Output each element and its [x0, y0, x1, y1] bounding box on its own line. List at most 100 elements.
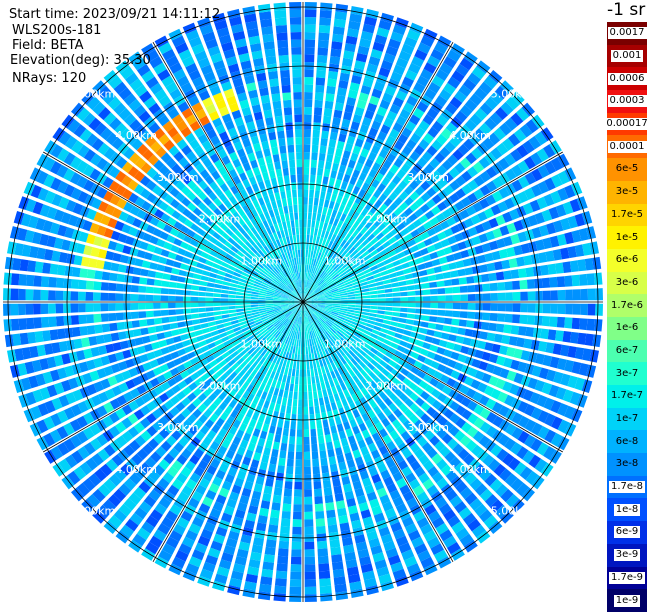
range-gate [463, 337, 472, 345]
colorbar-tick-label: 1e-8 [614, 504, 641, 516]
range-gate [341, 197, 348, 206]
range-gate [185, 320, 193, 326]
range-gate [221, 310, 229, 314]
range-gate [285, 474, 293, 482]
range-gate [320, 191, 326, 199]
range-gate [382, 324, 390, 330]
range-gate [330, 170, 337, 179]
range-gate [313, 205, 318, 213]
range-gate [202, 270, 210, 276]
range-gate [401, 335, 410, 342]
range-gate [333, 186, 340, 195]
range-ring-label: 3.00km [407, 421, 449, 434]
range-gate [389, 326, 397, 332]
range-gate [348, 302, 356, 304]
range-gate [274, 108, 283, 116]
range-gate [335, 4, 348, 13]
range-gate [334, 393, 340, 402]
range-gate [334, 202, 340, 211]
range-gate [214, 315, 222, 320]
range-gate [42, 263, 51, 274]
range-gate [216, 275, 224, 281]
range-gate [260, 19, 272, 28]
range-gate [288, 205, 293, 213]
range-gate [41, 276, 49, 287]
range-gate [341, 302, 349, 304]
range-gate [262, 562, 274, 571]
range-gate [391, 317, 399, 322]
range-gate [108, 313, 116, 321]
range-gate [258, 298, 266, 300]
range-gate [383, 320, 391, 325]
range-gate [397, 323, 405, 329]
range-gate [315, 85, 324, 93]
range-gate [288, 451, 295, 459]
range-gate [312, 451, 319, 459]
range-gate [292, 228, 296, 236]
range-gate [519, 315, 527, 325]
range-gate [273, 101, 282, 110]
range-gate [430, 310, 438, 316]
range-gate [287, 137, 294, 145]
range-gate [426, 268, 435, 275]
range-gate [266, 393, 272, 402]
range-ring-label: 1.00km [240, 338, 282, 351]
range-gate [266, 300, 274, 302]
range-gate [488, 273, 496, 282]
range-gate [338, 80, 348, 89]
range-gate [453, 295, 461, 301]
range-gate [370, 302, 378, 305]
range-gate [236, 295, 244, 298]
range-gate [332, 478, 341, 487]
range-gate [279, 146, 286, 154]
range-gate [579, 274, 587, 286]
colorbar-tick-label: 0.0006 [608, 73, 647, 85]
range-gate [332, 562, 344, 571]
range-gate [5, 257, 14, 270]
range-gate [271, 93, 280, 102]
range-gate [312, 384, 316, 392]
range-gate [203, 265, 212, 271]
range-gate [305, 332, 307, 340]
range-gate [295, 377, 299, 385]
range-gate [430, 289, 438, 295]
range-gate [362, 312, 370, 316]
range-gate [330, 425, 337, 434]
range-gate [385, 289, 393, 293]
range-gate [585, 258, 594, 271]
range-gate [304, 107, 312, 115]
range-gate [443, 272, 451, 279]
range-gate [200, 275, 208, 281]
range-gate [452, 287, 460, 294]
range-gate [285, 413, 291, 421]
range-gate [520, 292, 528, 301]
range-gate [184, 284, 192, 290]
range-gate [291, 40, 302, 48]
colorbar-level: 0.0003 [607, 90, 647, 113]
range-gate [298, 190, 303, 198]
range-gate [505, 303, 513, 312]
range-gate [490, 283, 498, 291]
range-gate [131, 285, 139, 292]
range-gate [262, 172, 269, 181]
range-gate [171, 329, 180, 336]
range-gate [565, 304, 573, 315]
colorbar-tick-label: 1.7e-6 [609, 300, 645, 312]
range-gate [313, 130, 320, 138]
range-gate [312, 213, 316, 221]
range-gate [385, 298, 393, 302]
range-ring-label: 1.00km [324, 254, 366, 267]
range-gate [311, 152, 318, 160]
range-gate [304, 92, 313, 100]
range-gate [326, 510, 336, 519]
range-gate [326, 442, 333, 450]
range-gate [292, 70, 301, 78]
range-gate [315, 504, 324, 512]
range-gate [157, 333, 166, 340]
range-gate [528, 291, 536, 300]
range-gate [294, 212, 298, 220]
range-gate [191, 285, 199, 290]
range-gate [298, 407, 303, 415]
range-gate [138, 303, 146, 310]
